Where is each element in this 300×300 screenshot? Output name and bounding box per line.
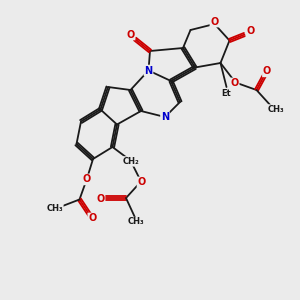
Text: CH₂: CH₂ — [123, 157, 140, 166]
Text: O: O — [246, 26, 255, 37]
Text: CH₃: CH₃ — [127, 218, 144, 226]
Text: O: O — [230, 78, 239, 88]
Text: O: O — [263, 66, 271, 76]
Text: N: N — [161, 112, 169, 122]
Text: O: O — [126, 29, 135, 40]
Text: CH₃: CH₃ — [268, 105, 284, 114]
Text: O: O — [96, 194, 105, 204]
Text: O: O — [210, 16, 219, 27]
Text: O: O — [137, 177, 146, 188]
Text: CH₃: CH₃ — [46, 204, 63, 213]
Text: N: N — [144, 65, 153, 76]
Text: O: O — [88, 213, 97, 224]
Text: O: O — [82, 174, 91, 184]
Text: Et: Et — [222, 89, 231, 98]
